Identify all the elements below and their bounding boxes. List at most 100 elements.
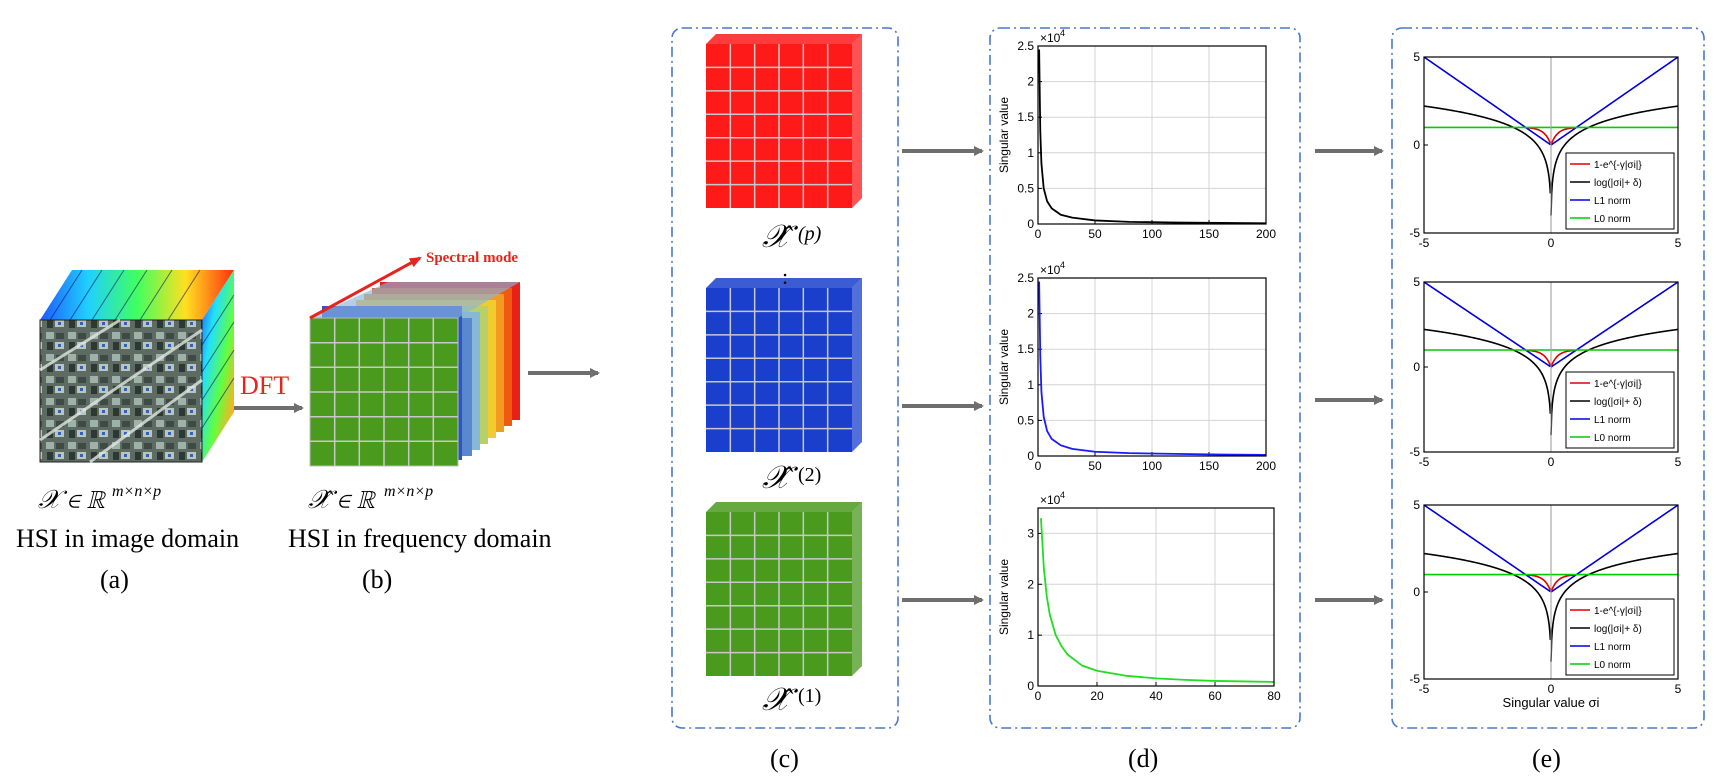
- x-tick-label: 0: [1035, 689, 1042, 703]
- series-curve: [1423, 504, 1551, 593]
- y-tick-label: 0: [1027, 449, 1034, 463]
- y-exponent: ×10: [1040, 31, 1061, 45]
- series-line: [1038, 281, 1267, 456]
- panel-e-frame: [1391, 27, 1705, 729]
- slice-1-green-side: [852, 502, 862, 676]
- slice-ellipsis: :: [782, 264, 788, 289]
- panel-a-math-sup: m×n×p: [112, 483, 161, 500]
- x-tick-label: 50: [1088, 227, 1102, 241]
- y-tick-label: -5: [1409, 445, 1420, 459]
- x-tick-label: -5: [1419, 455, 1430, 469]
- y-tick-label: -5: [1409, 672, 1420, 686]
- legend-box: [1565, 598, 1675, 676]
- slice-2-blue: [706, 278, 862, 452]
- legend-label: 1-e^{-γ|σi|}: [1594, 160, 1642, 171]
- x-tick-label: 5: [1675, 455, 1682, 469]
- series-curve: [1550, 281, 1679, 368]
- y-tick-label: 2.5: [1017, 39, 1034, 53]
- slice-1-base: 𝒳̂: [762, 681, 799, 717]
- slice-2-blue-side: [852, 278, 862, 452]
- y-tick-label: 2.5: [1017, 271, 1034, 285]
- slice-p-sup: (p): [798, 223, 822, 245]
- spectral-mode-label: Spectral mode: [426, 250, 518, 266]
- x-tick-label: 50: [1088, 459, 1102, 473]
- series-curve: [1423, 328, 1552, 414]
- panel-b-math-label: 𝒳̂ ∈ ℝ: [308, 485, 377, 514]
- y-tick-label: 2: [1027, 577, 1034, 591]
- panel-d-letter: (d): [1128, 744, 1158, 773]
- slice-2-blue-top: [706, 278, 862, 288]
- slice-2-base: 𝒳̂: [762, 459, 799, 495]
- y-tick-label: 3: [1027, 526, 1034, 540]
- series-curve: [1550, 105, 1679, 216]
- y-tick-label: -5: [1409, 226, 1420, 240]
- y-tick-label: 1.5: [1017, 342, 1034, 356]
- panel-b-math-sup: m×n×p: [384, 483, 433, 500]
- y-exponent: ×10: [1040, 263, 1061, 277]
- slice-2-sup: (2): [798, 464, 821, 486]
- y-tick-label: 0: [1027, 217, 1034, 231]
- y-tick-label: 0: [1413, 360, 1420, 374]
- axes-frame: [1037, 277, 1267, 457]
- y-exponent-power: 4: [1060, 260, 1065, 270]
- y-tick-label: 1: [1027, 628, 1034, 642]
- y-tick-label: 5: [1413, 498, 1420, 512]
- x-tick-label: 40: [1149, 689, 1163, 703]
- slice-p-red-side: [852, 34, 862, 208]
- chart-0: 0 50 100 150 200 0 0.5 1 1.5 2 2.5 Singular value ×1…: [997, 28, 1276, 241]
- y-axis-label: Singular value: [997, 97, 1011, 173]
- axes-frame: [1423, 504, 1679, 680]
- slice-1-green-top: [706, 502, 862, 512]
- panel-a-hsi-cube: [39, 269, 235, 464]
- series-curve: [1423, 56, 1551, 146]
- axes-frame: [1423, 56, 1679, 234]
- panel-b-letter: (b): [362, 565, 392, 594]
- x-tick-label: 200: [1256, 227, 1276, 241]
- slice-1-sup: (1): [798, 685, 821, 707]
- y-exponent: ×10: [1040, 493, 1061, 507]
- y-tick-label: 2: [1027, 75, 1034, 89]
- x-tick-label: 150: [1199, 459, 1219, 473]
- x-tick-label: 80: [1267, 689, 1281, 703]
- x-tick-label: 0: [1035, 459, 1042, 473]
- y-axis-label: Singular value: [997, 559, 1011, 635]
- y-tick-label: 0.5: [1017, 413, 1034, 427]
- panel-a-caption: HSI in image domain: [16, 524, 239, 553]
- legend-box: [1565, 152, 1675, 230]
- series-curve: [1550, 504, 1679, 593]
- slice-1-green: [706, 502, 862, 676]
- axes-frame: [1423, 281, 1679, 453]
- x-tick-label: 200: [1256, 459, 1276, 473]
- chart-1: 0 50 100 150 200 0 0.5 1 1.5 2 2.5 Singular value ×1…: [997, 260, 1276, 473]
- y-axis-label: Singular value: [997, 329, 1011, 405]
- y-tick-label: 2: [1027, 307, 1034, 321]
- legend-label: L1 norm: [1594, 196, 1631, 207]
- legend-label: 1-e^{-γ|σi|}: [1594, 379, 1642, 390]
- series-curve: [1550, 552, 1679, 662]
- axes-frame: [1037, 507, 1275, 687]
- legend-label: log(|σi|+ δ): [1594, 397, 1642, 408]
- y-exponent-power: 4: [1060, 490, 1065, 500]
- series-curve: [1423, 552, 1552, 640]
- y-tick-label: 1: [1027, 146, 1034, 160]
- x-tick-label: 100: [1142, 459, 1162, 473]
- x-tick-label: -5: [1419, 236, 1430, 250]
- chart-2: 0 20 40 60 80 0 1 2 3 Singular value ×10 4: [997, 490, 1281, 703]
- x-tick-label: 5: [1675, 682, 1682, 696]
- slice-p-red: [706, 34, 862, 208]
- panel-d-frame: [989, 27, 1301, 729]
- y-tick-label: 0: [1413, 585, 1420, 599]
- x-tick-label: 150: [1199, 227, 1219, 241]
- legend-box: [1565, 371, 1675, 449]
- y-tick-label: 0: [1413, 138, 1420, 152]
- y-tick-label: 1.5: [1017, 110, 1034, 124]
- x-tick-label: 0: [1035, 227, 1042, 241]
- legend-label: log(|σi|+ δ): [1594, 624, 1642, 635]
- series-curve: [1423, 105, 1552, 194]
- x-tick-label: 100: [1142, 227, 1162, 241]
- x-tick-label: 0: [1548, 236, 1555, 250]
- panel-e-letter: (e): [1532, 744, 1561, 773]
- series-curve: [1550, 328, 1679, 436]
